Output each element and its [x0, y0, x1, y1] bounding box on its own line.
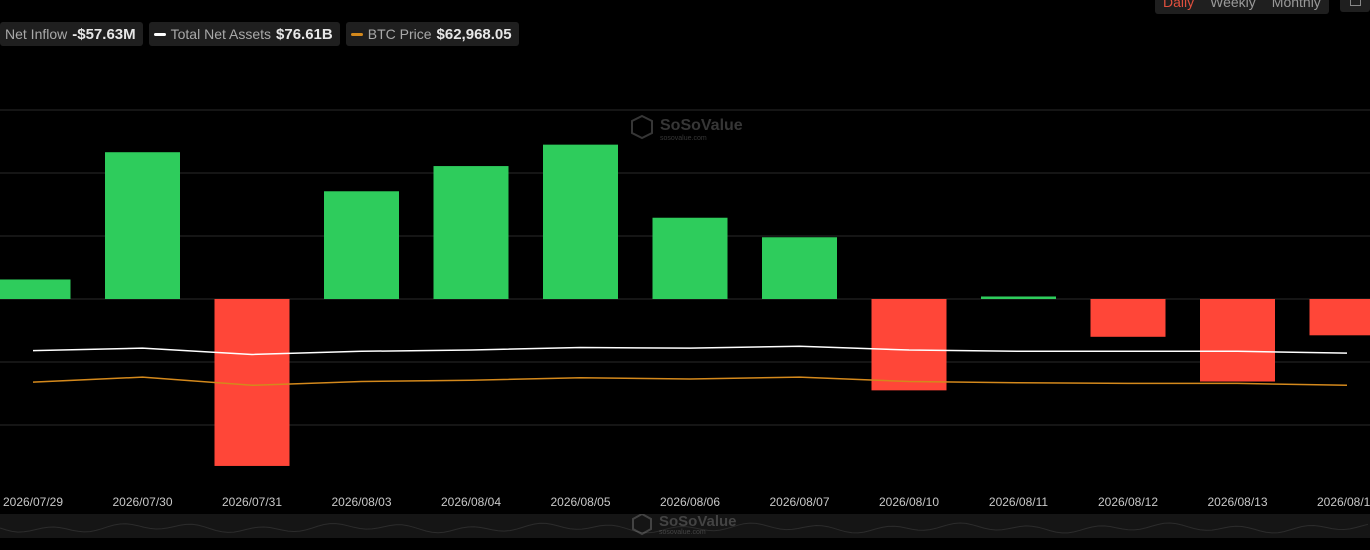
net-inflow-label: Net Inflow: [5, 26, 68, 42]
orange-line-swatch-icon: [350, 32, 363, 36]
x-tick-label: 2026/08/12: [1098, 495, 1158, 509]
btc-price-line: [32, 376, 1348, 387]
tab-monthly[interactable]: Monthly: [1271, 0, 1321, 10]
total-net-assets-value: $76.61B: [276, 25, 333, 43]
legend-total-net-assets: Total Net Assets $76.61B: [148, 22, 340, 46]
total-net-assets-label: Total Net Assets: [170, 26, 272, 42]
btc-price-value: $62,968.05: [436, 25, 512, 43]
bar-2026/08/12: [1090, 299, 1166, 337]
x-tick-label: 2026/07/31: [222, 495, 282, 509]
navigator-series-line: [0, 522, 1369, 534]
calendar-icon: [1350, 0, 1361, 6]
bar-2026/08/10: [871, 299, 947, 391]
bar-2026/08/03: [324, 191, 399, 299]
watermark-url: sosovalue.com: [660, 135, 707, 142]
navigator-preview: SoSoValue sosovalue.com: [0, 512, 1369, 536]
bar-2026/08/14: [1309, 299, 1370, 336]
navigator-watermark-url: sosovalue.com: [659, 529, 706, 536]
watermark-brand: SoSoValue: [660, 117, 743, 134]
legend-btc-price: BTC Price $62,968.05: [345, 22, 519, 46]
net-inflow-bars: [0, 144, 1370, 466]
bar-2026/08/11: [981, 296, 1056, 299]
bar-2026/08/05: [543, 144, 618, 299]
net-inflow-value: -$57.63M: [72, 25, 136, 43]
period-selector: Daily Weekly Monthly: [1155, 0, 1329, 14]
bar-2026/07/29: [0, 279, 71, 299]
x-tick-label: 2026/08/05: [550, 495, 610, 509]
series-lines: [32, 345, 1348, 387]
x-tick-label: 2026/07/30: [112, 495, 172, 509]
white-line-swatch-icon: [153, 32, 166, 36]
navigator-watermark: SoSoValue sosovalue.com: [632, 512, 737, 536]
x-tick-label: 2026/08/13: [1207, 495, 1267, 509]
bar-2026/08/04: [433, 166, 509, 299]
range-navigator[interactable]: SoSoValue sosovalue.com: [0, 512, 1370, 538]
x-tick-label: 2026/08/06: [660, 495, 720, 509]
sosovalue-watermark: SoSoValue sosovalue.com: [631, 114, 743, 142]
legend-net-inflow: Net Inflow -$57.63M: [0, 22, 143, 46]
legend: Net Inflow -$57.63M Total Net Assets $76…: [0, 22, 519, 46]
bar-2026/07/31: [214, 299, 290, 466]
x-tick-label: 2026/08/03: [331, 495, 391, 509]
x-axis-ticks: 2026/07/29 2026/07/30 2026/07/31 2026/08/03…: [3, 495, 1370, 509]
bar-2026/08/07: [762, 237, 837, 299]
bar-2026/08/13: [1200, 299, 1275, 382]
tab-weekly[interactable]: Weekly: [1210, 0, 1256, 10]
calendar-button[interactable]: [1340, 0, 1370, 12]
bar-2026/08/06: [652, 217, 728, 299]
x-tick-label: 2026/08/07: [769, 495, 829, 509]
x-tick-label: 2026/07/29: [3, 495, 63, 509]
x-tick-label: 2026/08/11: [989, 495, 1048, 509]
tab-daily[interactable]: Daily: [1163, 0, 1195, 10]
navigator-watermark-brand: SoSoValue: [659, 514, 737, 530]
total-net-assets-line: [32, 345, 1348, 356]
bar-2026/07/30: [105, 152, 180, 299]
x-tick-label: 2026/08/04: [441, 495, 501, 509]
x-tick-label: 2026/08/14: [1317, 495, 1370, 509]
x-tick-label: 2026/08/10: [879, 495, 939, 509]
btc-price-label: BTC Price: [367, 26, 432, 42]
